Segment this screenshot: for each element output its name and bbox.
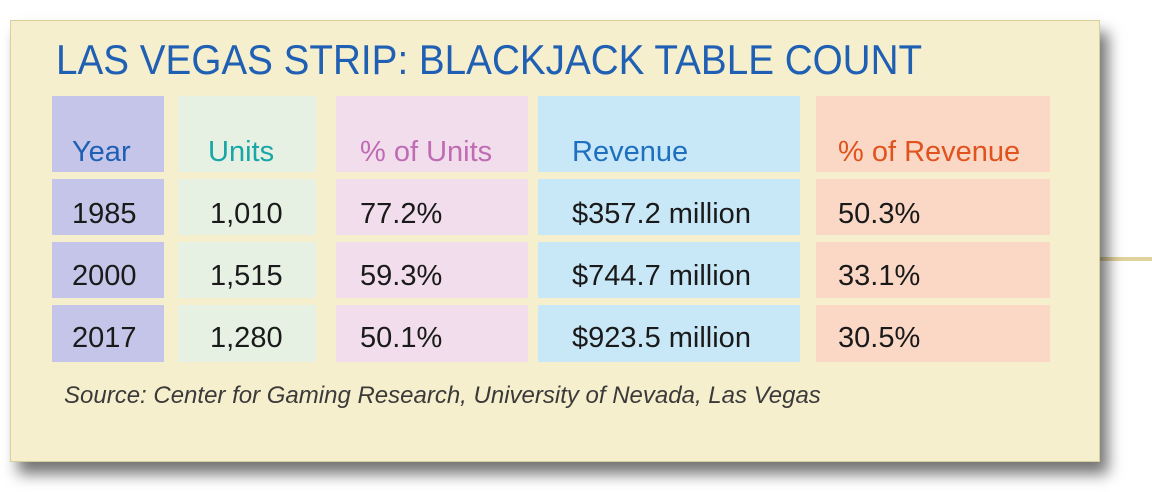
cell-year: 1985 xyxy=(72,198,137,230)
cell-pct-units: 77.2% xyxy=(360,198,443,230)
cell-pct-revenue: 30.5% xyxy=(838,322,921,354)
chart-title: LAS VEGAS STRIP: BLACKJACK TABLE COUNT xyxy=(56,36,923,83)
cell-year: 2000 xyxy=(72,260,137,292)
row-separator xyxy=(52,298,1050,305)
row-separator xyxy=(52,235,1050,242)
header-pct-revenue: % of Revenue xyxy=(838,136,1021,168)
callout-connector-line xyxy=(1098,257,1152,261)
row-separator xyxy=(52,172,1050,179)
units-column-background xyxy=(178,96,316,362)
cell-revenue: $923.5 million xyxy=(572,322,751,354)
cell-units: 1,010 xyxy=(210,198,283,230)
cell-pct-revenue: 50.3% xyxy=(838,198,921,230)
cell-revenue: $357.2 million xyxy=(572,198,751,230)
pct-revenue-column-background xyxy=(816,96,1050,362)
cell-year: 2017 xyxy=(72,322,137,354)
header-year: Year xyxy=(72,136,131,168)
cell-units: 1,280 xyxy=(210,322,283,354)
revenue-column-background xyxy=(538,96,800,362)
source-note: Source: Center for Gaming Research, Univ… xyxy=(64,382,821,409)
header-units: Units xyxy=(208,136,275,168)
cell-pct-units: 50.1% xyxy=(360,322,443,354)
cell-pct-revenue: 33.1% xyxy=(838,260,921,292)
cell-pct-units: 59.3% xyxy=(360,260,443,292)
cell-units: 1,515 xyxy=(210,260,283,292)
pct-units-column-background xyxy=(336,96,528,362)
cell-revenue: $744.7 million xyxy=(572,260,751,292)
header-pct-units: % of Units xyxy=(360,136,493,168)
header-revenue: Revenue xyxy=(572,136,689,168)
year-column-background xyxy=(52,96,164,362)
